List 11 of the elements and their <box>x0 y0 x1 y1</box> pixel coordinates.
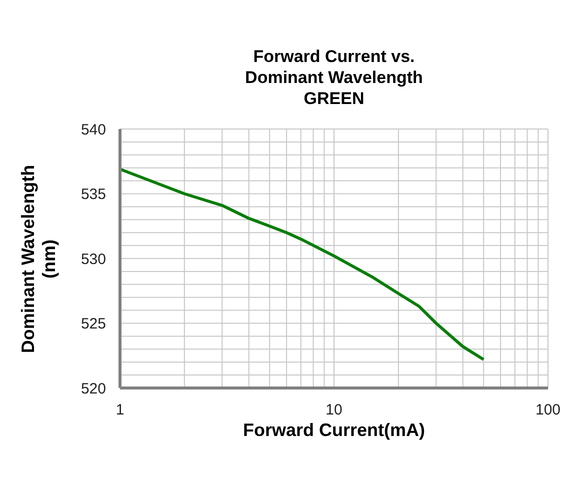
x-tick-label: 1 <box>116 402 124 419</box>
x-tick-label: 10 <box>326 402 342 419</box>
y-tick-label: 530 <box>80 250 106 268</box>
x-tick-label: 100 <box>535 402 561 419</box>
y-tick-label: 535 <box>80 186 106 204</box>
chart-title: Forward Current vs. Dominant Wavelength GREEN <box>244 46 424 109</box>
x-axis-title: Forward Current(mA) <box>242 420 426 441</box>
y-tick-label: 525 <box>80 316 106 333</box>
y-tick-label: 540 <box>80 121 106 138</box>
y-tick-label: 520 <box>80 380 106 398</box>
y-axis-title: Dominant Wavelength (nm) <box>18 163 60 355</box>
